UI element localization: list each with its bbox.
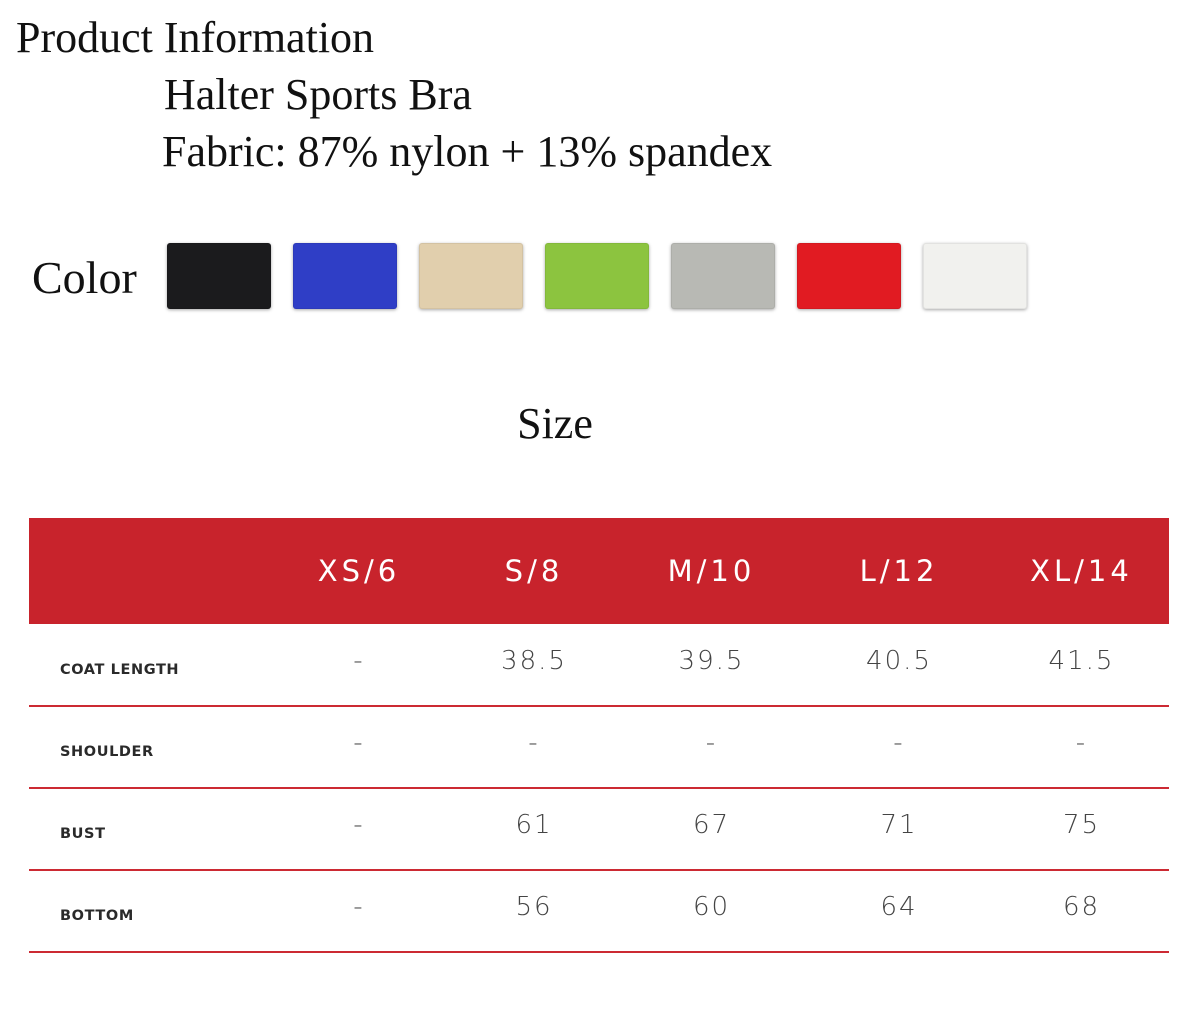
table-cell: 64 [804,870,994,953]
page-title: Product Information [16,13,375,62]
table-cell: - [269,624,449,707]
table-cell: 71 [804,788,994,871]
table-cell: - [269,788,449,871]
table-cell: 39.5 [619,624,804,707]
table-cell: 75 [994,788,1169,871]
color-swatch-list [167,243,1027,309]
color-swatch-gray[interactable] [671,243,775,309]
table-row: COAT LENGTH - 38.5 39.5 40.5 41.5 [29,624,1169,707]
color-swatch-white[interactable] [923,243,1027,309]
size-header-row: XS/6 S/8 M/10 L/12 XL/14 [29,518,1169,624]
size-chart-table: XS/6 S/8 M/10 L/12 XL/14 COAT LENGTH - 3… [29,518,1169,953]
table-cell: 61 [449,788,619,871]
table-cell: - [269,870,449,953]
table-cell: 38.5 [449,624,619,707]
color-swatch-red[interactable] [797,243,901,309]
table-cell: - [269,706,449,789]
row-label: SHOULDER [29,706,269,789]
column-header-m: M/10 [667,554,756,588]
column-header-xl: XL/14 [1030,554,1133,588]
fabric-composition: Fabric: 87% nylon + 13% spandex [162,127,773,176]
column-header-s: S/8 [504,554,564,588]
color-swatch-blue[interactable] [293,243,397,309]
size-heading: Size [517,399,593,448]
color-swatch-black[interactable] [167,243,271,309]
product-name: Halter Sports Bra [164,70,472,119]
table-row: SHOULDER - - - - - [29,706,1169,789]
table-cell: 67 [619,788,804,871]
color-swatch-green[interactable] [545,243,649,309]
table-cell: 40.5 [804,624,994,707]
column-header-l: L/12 [859,554,939,588]
table-cell: - [619,706,804,789]
color-label: Color [32,252,137,303]
table-cell: 60 [619,870,804,953]
table-row: BOTTOM - 56 60 64 68 [29,870,1169,953]
table-cell: 41.5 [994,624,1169,707]
table-cell: 68 [994,870,1169,953]
table-cell: 56 [449,870,619,953]
column-header-xs: XS/6 [317,554,401,588]
row-label: COAT LENGTH [29,624,269,707]
row-label: BOTTOM [29,870,269,953]
table-cell: - [994,706,1169,789]
color-swatch-beige[interactable] [419,243,523,309]
column-header-blank [29,518,269,624]
table-cell: - [804,706,994,789]
row-label: BUST [29,788,269,871]
table-cell: - [449,706,619,789]
table-row: BUST - 61 67 71 75 [29,788,1169,871]
